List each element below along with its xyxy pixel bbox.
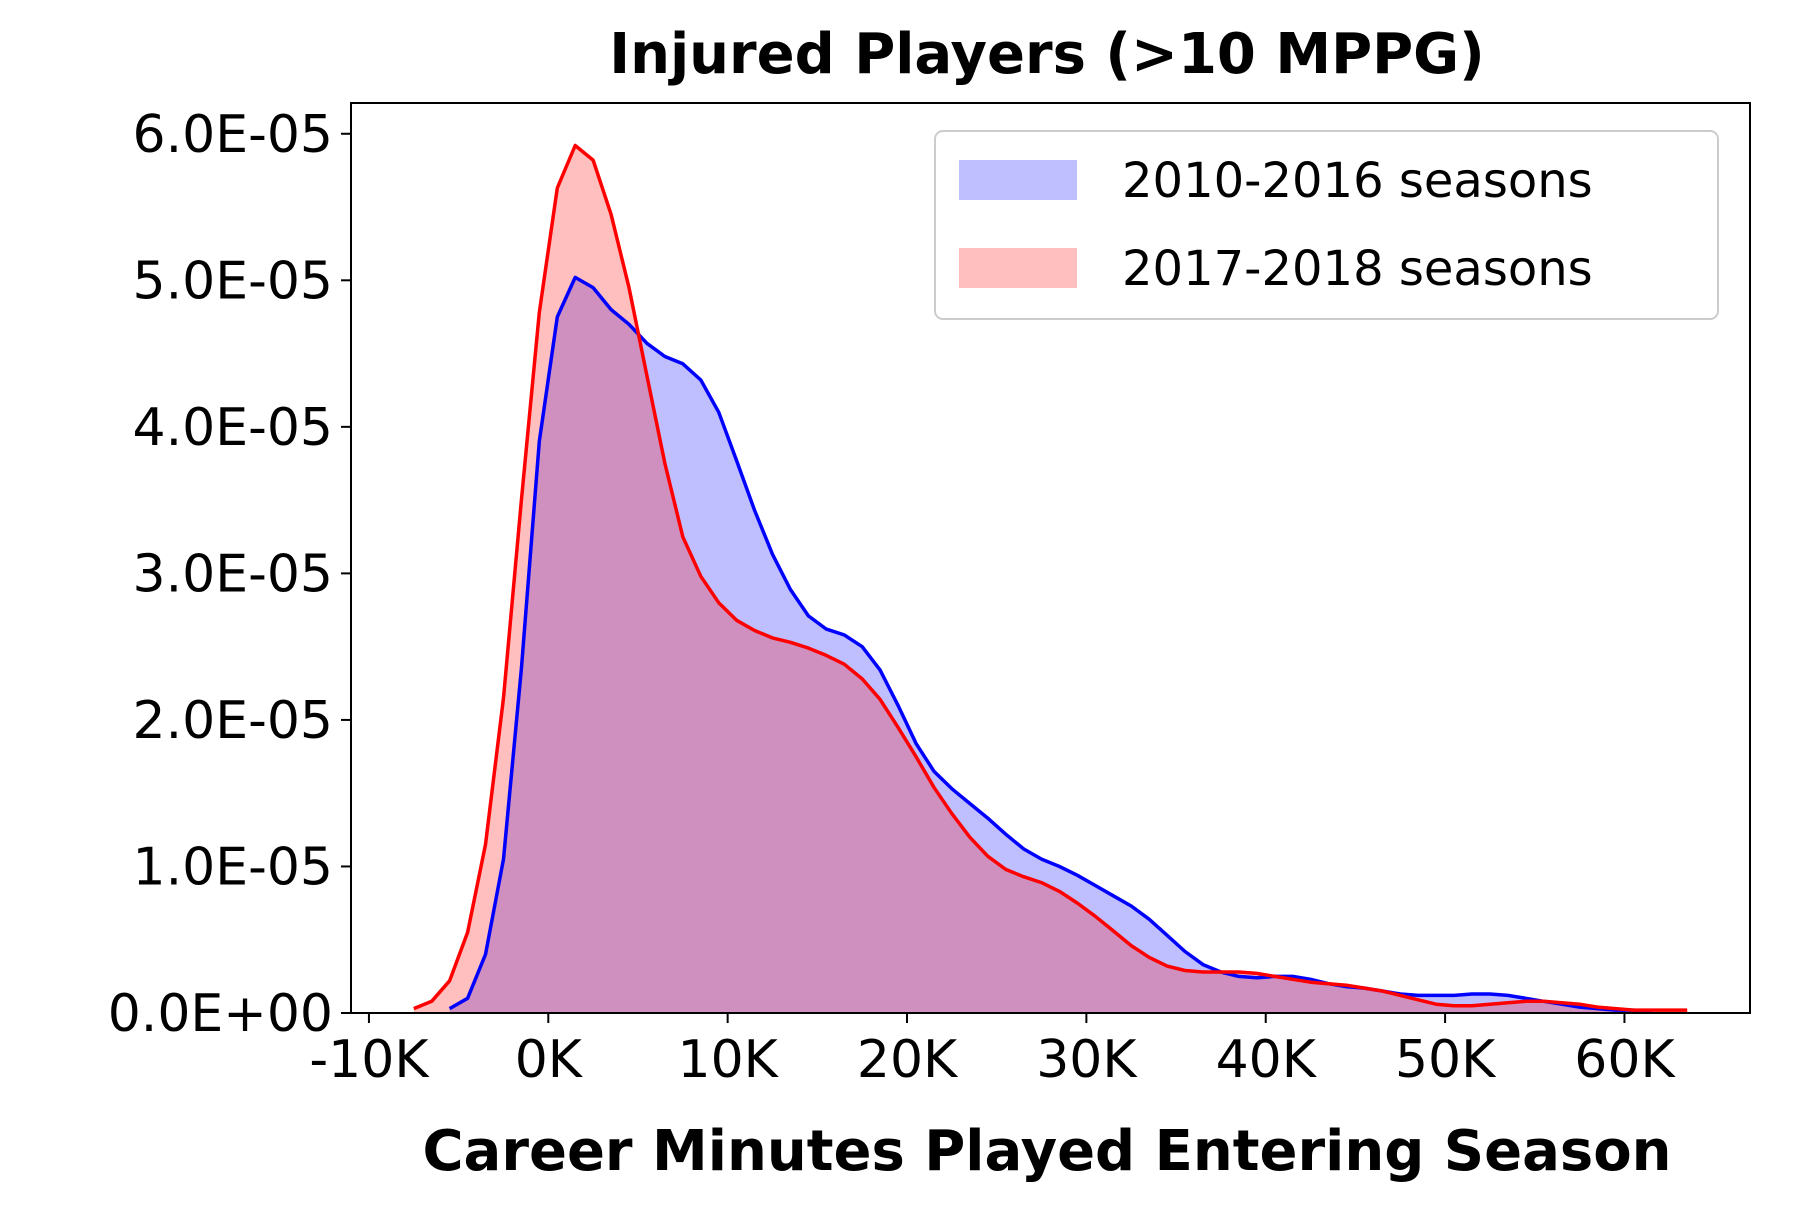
x-tick-label: -10K [309,1030,430,1090]
y-tick-label: 5.0E-05 [133,251,333,311]
y-axis: 0.0E+00 1.0E-05 2.0E-05 3.0E-05 4.0E-05 5.0E-… [108,105,351,1044]
y-tick-label: 0.0E+00 [108,984,333,1044]
series-1-area [449,277,1652,1013]
x-tick-label: 60K [1574,1030,1676,1090]
x-tick-label: 0K [515,1030,584,1090]
series-2-line [413,143,1688,1012]
y-tick-label: 6.0E-05 [133,105,333,165]
x-tick-label: 20K [857,1030,959,1090]
y-tick-label: 4.0E-05 [133,398,333,458]
y-tick-label: 3.0E-05 [133,544,333,604]
series-2-area [413,145,1688,1013]
legend-label: 2017-2018 seasons [1122,241,1593,297]
legend-swatch [959,248,1077,288]
legend-swatch [959,160,1077,200]
plot-area [413,143,1688,1014]
legend-box [934,130,1719,320]
x-tick-label: 50K [1395,1030,1497,1090]
plot-frame [350,102,1751,1014]
x-axis-label: Career Minutes Played Entering Season [422,1119,1671,1184]
series-1-line [448,275,1652,1014]
x-tick-label: 30K [1036,1030,1138,1090]
legend: 2010-2016 seasons 2017-2018 seasons [934,130,1719,320]
y-tick-label: 1.0E-05 [133,837,333,897]
x-axis: -10K 0K 10K 20K 30K 40K 50K 60K [309,1013,1676,1090]
y-tick-label: 2.0E-05 [133,691,333,751]
legend-label: 2010-2016 seasons [1122,153,1593,209]
chart-title: Injured Players (>10 MPPG) [609,22,1485,87]
x-tick-label: 40K [1216,1030,1318,1090]
x-tick-label: 10K [678,1030,780,1090]
